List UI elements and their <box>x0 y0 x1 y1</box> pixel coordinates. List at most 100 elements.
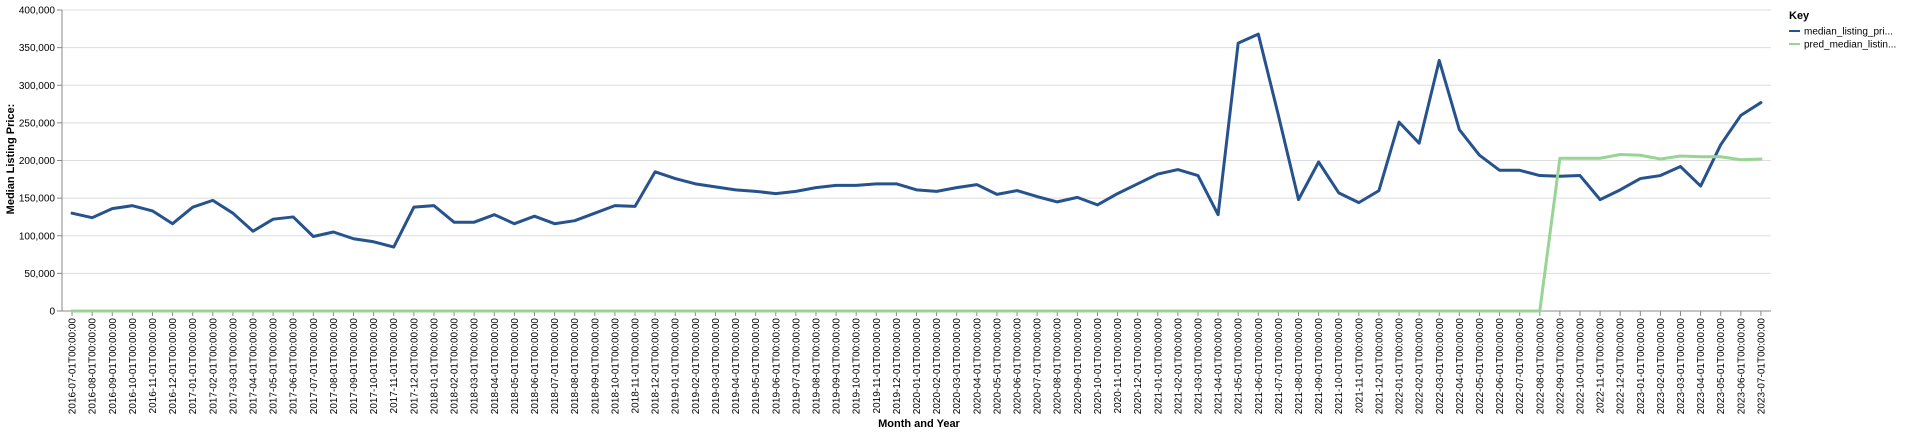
x-tick-label: 2022-06-01T00:00:00 <box>1495 318 1506 415</box>
series-line-1 <box>70 32 1763 249</box>
y-tick-label: 300,000 <box>19 81 56 92</box>
x-tick-label: 2020-11-01T00:00:00 <box>1113 318 1124 414</box>
x-tick-label: 2019-09-01T00:00:00 <box>832 318 843 415</box>
x-tick-label: 2019-11-01T00:00:00 <box>872 318 883 414</box>
x-tick-label: 2017-07-01T00:00:00 <box>309 318 320 415</box>
x-tick-label: 2016-12-01T00:00:00 <box>168 318 179 415</box>
x-tick-label: 2021-05-01T00:00:00 <box>1234 318 1245 415</box>
x-tick-label: 2018-06-01T00:00:00 <box>530 318 541 415</box>
x-tick-label: 2018-10-01T00:00:00 <box>610 318 621 415</box>
legend-label: pred_median_listin... <box>1804 40 1896 51</box>
x-tick-label: 2023-01-01T00:00:00 <box>1636 318 1647 415</box>
x-tick-label: 2018-08-01T00:00:00 <box>570 318 581 415</box>
x-tick-label: 2019-05-01T00:00:00 <box>751 318 762 415</box>
x-tick-label: 2019-07-01T00:00:00 <box>791 318 802 415</box>
x-tick-label: 2018-12-01T00:00:00 <box>651 318 662 415</box>
x-tick-label: 2019-08-01T00:00:00 <box>811 318 822 415</box>
x-tick-label: 2021-06-01T00:00:00 <box>1254 318 1265 415</box>
x-tick-label: 2016-09-01T00:00:00 <box>108 318 119 415</box>
x-tick-label: 2022-11-01T00:00:00 <box>1596 318 1607 414</box>
x-tick-label: 2019-10-01T00:00:00 <box>852 318 863 415</box>
x-tick-label: 2022-02-01T00:00:00 <box>1415 318 1426 415</box>
x-tick-label: 2017-04-01T00:00:00 <box>249 318 260 415</box>
x-tick-label: 2023-03-01T00:00:00 <box>1676 318 1687 415</box>
x-tick-label: 2016-07-01T00:00:00 <box>68 318 79 415</box>
y-axis-title: Median Listing Price: <box>5 104 17 215</box>
y-axis: 0 50,000 100,000 150,000 200,000 250,000 300,0… <box>19 6 63 318</box>
x-tick-label: 2023-06-01T00:00:00 <box>1736 318 1747 415</box>
x-tick-label: 2018-09-01T00:00:00 <box>590 318 601 415</box>
y-tick-label: 350,000 <box>19 43 56 54</box>
x-tick-label: 2016-08-01T00:00:00 <box>88 318 99 415</box>
x-tick-label: 2021-10-01T00:00:00 <box>1334 318 1345 415</box>
x-tick-label: 2022-03-01T00:00:00 <box>1435 318 1446 415</box>
x-tick-label: 2016-11-01T00:00:00 <box>148 318 159 414</box>
x-tick-label: 2021-03-01T00:00:00 <box>1193 318 1204 415</box>
x-tick-label: 2019-04-01T00:00:00 <box>731 318 742 415</box>
x-tick-label: 2022-08-01T00:00:00 <box>1535 318 1546 415</box>
y-tick-label: 400,000 <box>19 6 56 17</box>
series-line-2 <box>70 152 1763 313</box>
legend-label: median_listing_pri... <box>1804 27 1893 38</box>
y-gridlines <box>62 9 1771 312</box>
x-tick-label: 2023-07-01T00:00:00 <box>1756 318 1767 415</box>
x-tick-label: 2017-02-01T00:00:00 <box>208 318 219 415</box>
x-tick-label: 2018-05-01T00:00:00 <box>510 318 521 415</box>
series-layer <box>70 32 1763 313</box>
x-axis-title: Month and Year <box>878 418 960 430</box>
x-tick-label: 2019-01-01T00:00:00 <box>671 318 682 415</box>
x-tick-label: 2021-09-01T00:00:00 <box>1314 318 1325 415</box>
x-tick-label: 2021-07-01T00:00:00 <box>1274 318 1285 415</box>
y-tick-label: 200,000 <box>19 156 56 167</box>
x-tick-label: 2017-12-01T00:00:00 <box>409 318 420 415</box>
x-tick-label: 2023-02-01T00:00:00 <box>1656 318 1667 415</box>
x-tick-label: 2019-06-01T00:00:00 <box>771 318 782 415</box>
x-tick-label: 2018-11-01T00:00:00 <box>631 318 642 414</box>
x-tick-label: 2022-07-01T00:00:00 <box>1515 318 1526 415</box>
x-tick-label: 2022-01-01T00:00:00 <box>1395 318 1406 415</box>
y-tick-label: 50,000 <box>24 269 55 280</box>
y-tick-label: 0 <box>49 307 55 318</box>
x-tick-label: 2021-08-01T00:00:00 <box>1294 318 1305 415</box>
x-tick-label: 2020-02-01T00:00:00 <box>932 318 943 415</box>
x-axis: 2016-07-01T00:00:00 2016-08-01T00:00:00 20… <box>62 310 1771 415</box>
x-tick-label: 2020-04-01T00:00:00 <box>972 318 983 415</box>
x-tick-label: 2023-04-01T00:00:00 <box>1696 318 1707 415</box>
x-tick-label: 2017-06-01T00:00:00 <box>289 318 300 415</box>
x-tick-label: 2020-06-01T00:00:00 <box>1013 318 1024 415</box>
x-tick-label: 2022-09-01T00:00:00 <box>1555 318 1566 415</box>
x-tick-label: 2017-09-01T00:00:00 <box>349 318 360 415</box>
legend-title: Key <box>1789 10 1810 22</box>
y-tick-label: 150,000 <box>19 194 56 205</box>
x-tick-label: 2019-02-01T00:00:00 <box>691 318 702 415</box>
x-tick-label: 2020-10-01T00:00:00 <box>1093 318 1104 415</box>
x-tick-label: 2021-12-01T00:00:00 <box>1374 318 1385 415</box>
x-tick-label: 2017-05-01T00:00:00 <box>269 318 280 415</box>
y-tick-label: 100,000 <box>19 231 56 242</box>
x-tick-label: 2020-03-01T00:00:00 <box>952 318 963 415</box>
x-tick-label: 2017-08-01T00:00:00 <box>329 318 340 415</box>
x-tick-label: 2021-04-01T00:00:00 <box>1214 318 1225 415</box>
x-tick-label: 2020-08-01T00:00:00 <box>1053 318 1064 415</box>
x-tick-label: 2022-10-01T00:00:00 <box>1575 318 1586 415</box>
x-tick-label: 2022-05-01T00:00:00 <box>1475 318 1486 415</box>
x-tick-label: 2018-04-01T00:00:00 <box>490 318 501 415</box>
x-tick-label: 2017-01-01T00:00:00 <box>188 318 199 415</box>
x-tick-label: 2017-10-01T00:00:00 <box>369 318 380 415</box>
x-tick-label: 2020-05-01T00:00:00 <box>992 318 1003 415</box>
x-tick-label: 2020-12-01T00:00:00 <box>1133 318 1144 415</box>
x-tick-label: 2018-01-01T00:00:00 <box>429 318 440 415</box>
x-tick-label: 2018-07-01T00:00:00 <box>550 318 561 415</box>
x-tick-label: 2022-04-01T00:00:00 <box>1455 318 1466 415</box>
x-tick-label: 2017-11-01T00:00:00 <box>389 318 400 414</box>
x-tick-label: 2021-02-01T00:00:00 <box>1173 318 1184 415</box>
x-tick-label: 2022-12-01T00:00:00 <box>1616 318 1627 415</box>
legend: Key median_listing_pri... pred_median_lis… <box>1789 10 1896 51</box>
x-tick-label: 2018-03-01T00:00:00 <box>470 318 481 415</box>
x-tick-label: 2020-07-01T00:00:00 <box>1033 318 1044 415</box>
x-tick-label: 2023-05-01T00:00:00 <box>1716 318 1727 415</box>
x-tick-label: 2017-03-01T00:00:00 <box>228 318 239 415</box>
y-tick-label: 250,000 <box>19 118 56 129</box>
x-tick-label: 2020-09-01T00:00:00 <box>1073 318 1084 415</box>
